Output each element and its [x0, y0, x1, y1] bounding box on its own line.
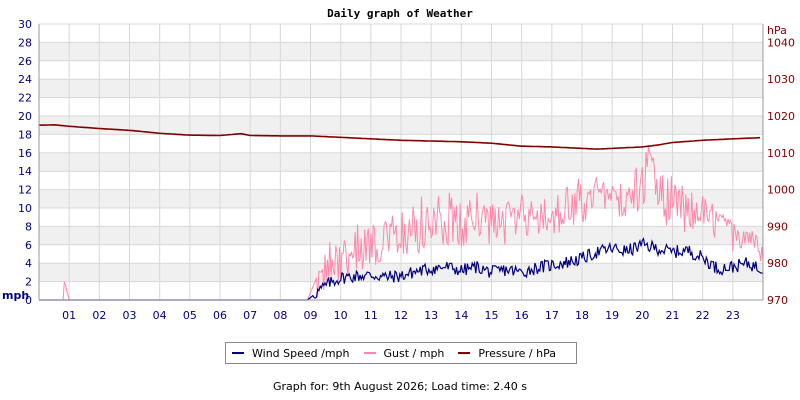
x-tick-label: 15 — [485, 309, 499, 322]
left-axis-unit: mph — [2, 289, 29, 302]
legend-item-wind: Wind Speed /mph — [232, 347, 350, 360]
x-tick-label: 19 — [605, 309, 619, 322]
x-tick-label: 12 — [394, 309, 408, 322]
x-tick-label: 06 — [213, 309, 227, 322]
right-tick-label: 970 — [767, 294, 788, 307]
left-tick-label: 28 — [18, 36, 32, 49]
graph-footer: Graph for: 9th August 2026; Load time: 2… — [273, 380, 527, 393]
chart-title: Daily graph of Weather — [327, 7, 473, 20]
x-tick-label: 13 — [424, 309, 438, 322]
legend-swatch-pressure — [458, 352, 471, 354]
left-tick-label: 18 — [18, 128, 32, 141]
left-tick-label: 20 — [18, 110, 32, 123]
legend-swatch-wind — [232, 352, 244, 354]
x-tick-label: 21 — [666, 309, 680, 322]
x-tick-label: 09 — [304, 309, 318, 322]
x-tick-label: 04 — [153, 309, 167, 322]
right-tick-label: 1020 — [767, 110, 795, 123]
right-tick-label: 990 — [767, 220, 788, 233]
left-tick-label: 2 — [25, 276, 32, 289]
x-tick-label: 11 — [364, 309, 378, 322]
legend-item-pressure: Pressure / hPa — [458, 347, 556, 360]
chart-legend: Wind Speed /mph Gust / mph Pressure / hP… — [225, 342, 577, 364]
x-tick-label: 23 — [726, 309, 740, 322]
right-tick-label: 1030 — [767, 73, 795, 86]
legend-item-gust: Gust / mph — [363, 346, 445, 360]
x-tick-label: 22 — [696, 309, 710, 322]
legend-label-pressure: Pressure / hPa — [478, 346, 556, 360]
legend-label-wind: Wind Speed /mph — [252, 346, 350, 360]
left-tick-label: 22 — [18, 92, 32, 105]
x-tick-label: 08 — [273, 309, 287, 322]
left-tick-label: 14 — [18, 165, 32, 178]
right-axis-unit: hPa — [767, 24, 787, 37]
x-tick-label: 20 — [635, 309, 649, 322]
pressure-line — [38, 123, 761, 150]
x-tick-label: 16 — [515, 309, 529, 322]
x-tick-label: 05 — [183, 309, 197, 322]
left-tick-label: 4 — [25, 257, 32, 270]
left-tick-label: 10 — [18, 202, 32, 215]
pressure-series — [38, 123, 761, 150]
x-axis-ticks: 01 02 03 04 05 06 07 08 09 10 11 12 13 14 15 16 17 18 19 20… — [62, 309, 740, 322]
right-tick-label: 1000 — [767, 184, 795, 197]
x-tick-label: 14 — [454, 309, 468, 322]
x-tick-label: 17 — [545, 309, 559, 322]
right-tick-label: 1010 — [767, 147, 795, 160]
left-tick-label: 26 — [18, 55, 32, 68]
left-tick-label: 8 — [25, 220, 32, 233]
x-tick-label: 01 — [62, 309, 76, 322]
legend-label-gust: Gust / mph — [383, 346, 445, 360]
x-tick-label: 07 — [243, 309, 257, 322]
right-tick-label: 1040 — [767, 36, 795, 49]
plot-gridlines — [39, 23, 763, 301]
left-tick-label: 16 — [18, 147, 32, 160]
left-tick-label: 30 — [18, 18, 32, 31]
x-tick-label: 03 — [123, 309, 137, 322]
right-tick-label: 980 — [767, 257, 788, 270]
right-axis-ticks: 970 980 990 1000 1010 1020 1030 1040 — [767, 36, 795, 307]
left-tick-label: 0 — [25, 294, 32, 307]
left-tick-label: 12 — [18, 184, 32, 197]
x-tick-label: 18 — [575, 309, 589, 322]
legend-swatch-gust — [363, 352, 376, 354]
x-tick-label: 02 — [92, 309, 106, 322]
x-tick-label: 10 — [334, 309, 348, 322]
left-tick-label: 6 — [25, 239, 32, 252]
plot-axes — [38, 24, 764, 301]
left-tick-label: 24 — [18, 73, 32, 86]
